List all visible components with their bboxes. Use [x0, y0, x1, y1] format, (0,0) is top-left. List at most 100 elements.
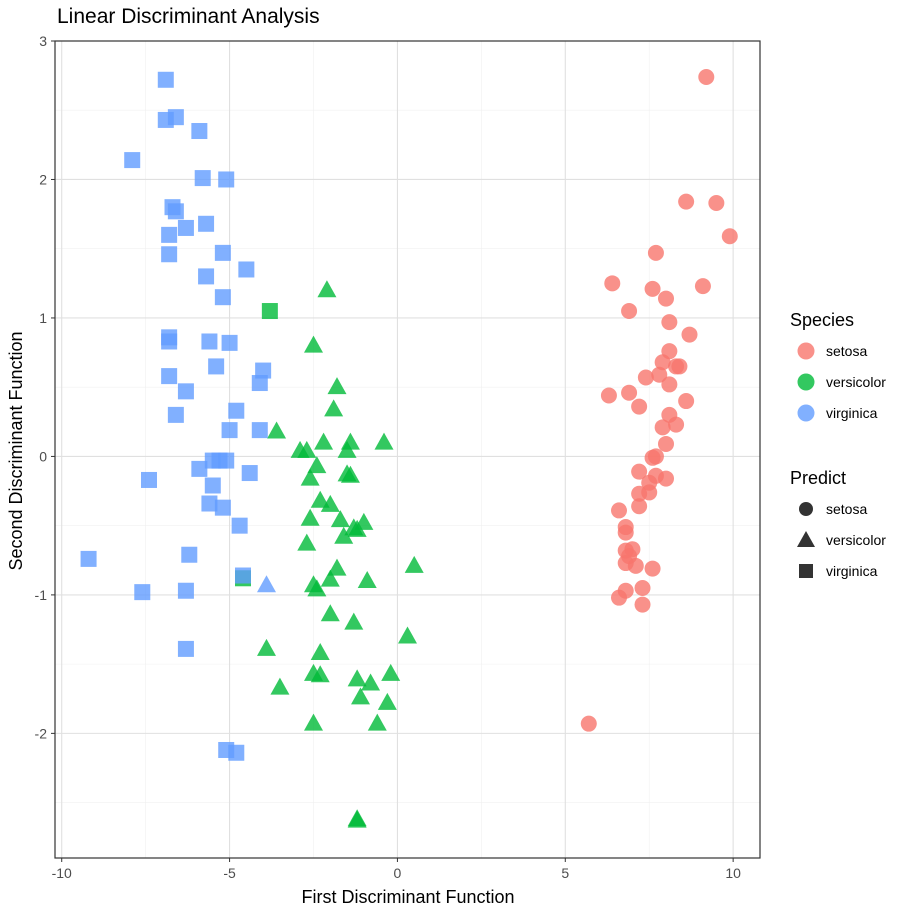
- legend-predict-setosa-label: setosa: [826, 501, 867, 517]
- point-virginica-pred-virginica: [221, 422, 238, 439]
- point-versicolor-pred-versicolor: [317, 280, 337, 298]
- point-setosa-pred-setosa: [681, 326, 698, 343]
- legend-predict-virginica-label: virginica: [826, 563, 878, 579]
- point-virginica-pred-virginica: [161, 368, 178, 385]
- point-setosa-pred-setosa: [661, 376, 678, 393]
- point-setosa-pred-setosa: [698, 69, 715, 86]
- point-virginica-pred-virginica: [255, 362, 272, 379]
- y-tick-label: 1: [39, 310, 47, 326]
- point-setosa-pred-setosa: [658, 435, 674, 452]
- point-virginica-pred-virginica: [161, 333, 178, 350]
- point-versicolor-pred-versicolor: [304, 335, 323, 353]
- point-versicolor-pred-versicolor: [300, 468, 320, 486]
- point-versicolor-pred-versicolor: [270, 677, 290, 695]
- point-virginica-pred-virginica: [177, 219, 194, 236]
- point-virginica-pred-virginica: [201, 495, 218, 512]
- point-virginica-pred-virginica: [167, 203, 184, 220]
- point-setosa-pred-setosa: [627, 557, 644, 574]
- point-virginica-pred-virginica: [201, 333, 218, 350]
- point-versicolor-pred-versicolor: [257, 638, 276, 656]
- point-setosa-pred-setosa: [631, 463, 648, 480]
- point-virginica-pred-virginica: [204, 477, 221, 494]
- legend-species-virginica-label: virginica: [826, 405, 878, 421]
- point-virginica-pred-virginica: [80, 550, 97, 567]
- point-versicolor-pred-versicolor: [320, 604, 340, 622]
- point-versicolor-pred-versicolor: [381, 663, 401, 681]
- point-versicolor-pred-versicolor: [337, 440, 357, 458]
- point-setosa-pred-setosa: [708, 195, 725, 212]
- point-setosa-pred-setosa: [678, 393, 695, 410]
- point-virginica-pred-virginica: [228, 744, 245, 761]
- point-virginica-pred-virginica: [177, 383, 194, 400]
- point-versicolor-pred-versicolor: [361, 673, 381, 691]
- point-setosa-pred-setosa: [721, 228, 738, 245]
- point-setosa-pred-setosa: [668, 416, 685, 433]
- point-setosa-pred-setosa: [621, 303, 638, 320]
- legend-species-setosa-label: setosa: [826, 343, 867, 359]
- point-setosa-pred-setosa: [634, 596, 651, 613]
- point-versicolor-pred-virginica: [261, 303, 278, 320]
- point-virginica-pred-virginica: [194, 170, 211, 187]
- point-setosa-pred-setosa: [644, 560, 661, 577]
- point-versicolor-pred-versicolor: [297, 533, 317, 551]
- point-versicolor-pred-versicolor: [334, 526, 354, 544]
- point-setosa-pred-setosa: [654, 419, 671, 436]
- point-versicolor-pred-versicolor: [404, 555, 424, 573]
- data-points: [80, 69, 738, 828]
- point-virginica-pred-virginica: [161, 246, 178, 263]
- legend-predict: Predict setosa versicolor virginica: [790, 468, 886, 579]
- point-setosa-pred-setosa: [611, 502, 627, 519]
- y-tick-label: 3: [39, 33, 47, 49]
- point-setosa-pred-setosa: [600, 387, 617, 404]
- point-setosa-pred-setosa: [654, 354, 671, 371]
- point-setosa-pred-setosa: [580, 715, 597, 732]
- y-tick-label: 2: [39, 171, 47, 187]
- point-setosa-pred-setosa: [671, 358, 688, 375]
- point-versicolor-pred-versicolor: [320, 569, 340, 587]
- legend-species-virginica-swatch: [797, 404, 815, 422]
- point-setosa-pred-setosa: [647, 244, 664, 261]
- point-setosa-pred-setosa: [694, 278, 711, 295]
- legend-species-versicolor-label: versicolor: [826, 374, 886, 390]
- y-axis-title: Second Discriminant Function: [6, 331, 26, 570]
- point-versicolor-pred-versicolor: [267, 421, 287, 439]
- point-setosa-pred-setosa: [644, 280, 661, 297]
- x-tick-label: 10: [725, 865, 741, 881]
- point-virginica-pred-virginica: [214, 244, 231, 261]
- point-setosa-pred-setosa: [611, 589, 627, 606]
- x-tick-label: -10: [52, 865, 72, 881]
- point-virginica-pred-virginica: [124, 152, 141, 169]
- point-setosa-pred-setosa: [651, 366, 668, 383]
- point-setosa-pred-setosa: [661, 314, 678, 331]
- point-virginica-pred-virginica: [157, 111, 174, 128]
- x-axis-title: First Discriminant Function: [301, 887, 514, 907]
- legend-species-versicolor-swatch: [797, 373, 815, 391]
- point-virginica-pred-virginica: [218, 452, 235, 469]
- point-virginica-pred-virginica: [191, 123, 208, 140]
- point-versicolor-pred-versicolor: [344, 612, 364, 630]
- y-tick-label: -1: [35, 587, 48, 603]
- point-setosa-pred-setosa: [621, 384, 638, 401]
- point-virginica-pred-virginica: [251, 375, 268, 392]
- point-versicolor-pred-versicolor: [320, 494, 340, 512]
- legend-predict-square-icon: [799, 564, 813, 578]
- point-versicolor-pred-versicolor: [357, 571, 377, 589]
- point-virginica-pred-versicolor: [257, 575, 276, 593]
- chart-title: Linear Discriminant Analysis: [57, 5, 320, 28]
- legend-predict-triangle-icon: [797, 531, 815, 547]
- point-versicolor-pred-versicolor: [398, 626, 417, 644]
- point-versicolor-pred-versicolor: [314, 432, 334, 450]
- x-tick-label: -5: [223, 865, 236, 881]
- point-versicolor-pred-versicolor: [330, 510, 350, 528]
- point-virginica-pred-virginica: [218, 171, 235, 188]
- legend-species: Species setosa versicolor virginica: [790, 310, 886, 422]
- legend-species-title: Species: [790, 310, 854, 330]
- point-virginica-pred-virginica: [177, 640, 194, 657]
- point-versicolor-pred-versicolor: [324, 399, 344, 417]
- plot-border: [54, 40, 761, 859]
- point-virginica-pred-virginica: [141, 471, 157, 488]
- point-virginica-pred-virginica: [161, 226, 178, 243]
- point-versicolor-pred-versicolor: [374, 432, 394, 450]
